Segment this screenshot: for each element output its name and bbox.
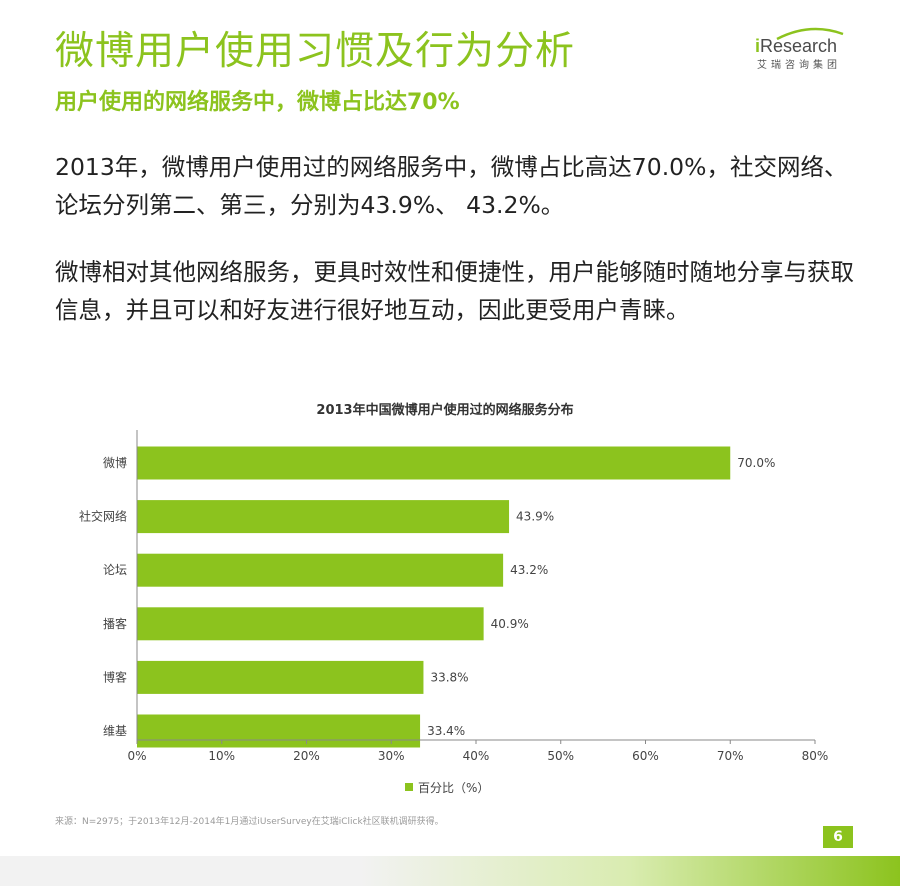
bar (137, 607, 484, 641)
logo-subtitle: 艾瑞咨询集团 (757, 60, 841, 71)
x-tick-label: 20% (293, 749, 320, 763)
category-label: 论坛 (103, 563, 127, 577)
category-label: 播客 (103, 616, 127, 631)
bar-chart: 2013年中国微博用户使用过的网络服务分布 微博 70.0% 社交网络 43.9% 论坛… (79, 402, 828, 795)
bar (137, 714, 421, 748)
data-label: 33.8% (430, 670, 468, 684)
body-paragraph-2: 微博相对其他网络服务，更具时效性和便捷性，用户能够随时随地分享与获取信息，并且可… (55, 258, 854, 324)
x-tick-label: 60% (632, 749, 659, 763)
logo-arc-icon (776, 27, 844, 40)
page-subtitle: 用户使用的网络服务中，微博占比达70% (55, 90, 460, 115)
logo-wordmark: iResearch (755, 36, 837, 56)
bar (137, 446, 731, 480)
data-label: 70.0% (737, 456, 775, 470)
x-tick-label: 10% (208, 749, 235, 763)
chart-legend: 百分比（%） (405, 781, 489, 795)
x-tick-label: 70% (717, 749, 744, 763)
data-label: 40.9% (491, 617, 529, 631)
data-label: 33.4% (427, 724, 465, 738)
bar (137, 500, 510, 534)
x-axis: 0% 10% 20% 30% 40% 50% 60% 70% 80% (127, 430, 828, 763)
x-tick-label: 80% (802, 749, 829, 763)
category-label: 社交网络 (79, 509, 127, 524)
source-footnote: 来源：N=2975；于2013年12月-2014年1月通过iUserSurvey… (55, 817, 444, 827)
x-tick-label: 30% (378, 749, 405, 763)
bars-layer: 微博 70.0% 社交网络 43.9% 论坛 43.2% 播客 40.9% 博客 33.8% 维基 3… (79, 446, 775, 748)
x-tick-label: 40% (463, 749, 490, 763)
x-tick-label: 0% (127, 749, 146, 763)
logo-word: Research (760, 36, 838, 56)
category-label: 博客 (103, 669, 127, 684)
data-label: 43.2% (510, 563, 548, 577)
bottom-band (0, 856, 900, 886)
page-title: 微博用户使用习惯及行为分析 (55, 29, 576, 74)
logo-letter: i (755, 36, 761, 56)
legend-label: 百分比（%） (418, 781, 489, 795)
chart-title: 2013年中国微博用户使用过的网络服务分布 (316, 402, 573, 418)
legend-swatch (405, 783, 413, 791)
bar (137, 660, 424, 694)
x-tick-label: 50% (547, 749, 574, 763)
page-number: 6 (823, 826, 853, 848)
iresearch-logo: iResearch 艾瑞咨询集团 (755, 27, 850, 86)
data-label: 43.9% (516, 510, 554, 524)
category-label: 维基 (103, 724, 127, 738)
category-label: 微博 (103, 455, 127, 470)
bar (137, 553, 504, 587)
body-paragraph-1: 2013年，微博用户使用过的网络服务中，微博占比高达70.0%，社交网络、论坛分… (55, 153, 848, 219)
